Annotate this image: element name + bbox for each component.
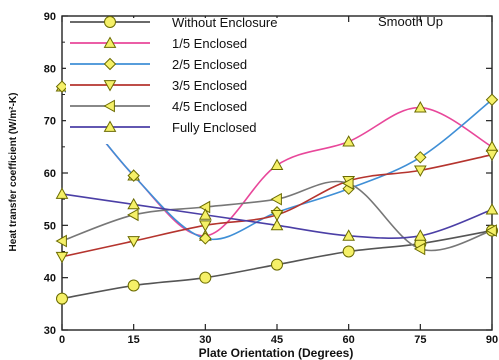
data-point <box>55 234 67 248</box>
data-point <box>198 220 212 232</box>
data-point <box>270 218 284 231</box>
x-tick-label: 60 <box>343 334 355 346</box>
y-tick-label: 40 <box>44 273 56 285</box>
legend-marker <box>104 16 116 28</box>
data-point <box>199 232 212 245</box>
data-point <box>270 209 284 222</box>
legend-label: Without Enclosure <box>172 15 278 30</box>
y-tick-label: 80 <box>44 63 56 75</box>
series-4-markers <box>55 149 499 264</box>
data-point <box>127 208 139 222</box>
legend-marker <box>103 36 117 48</box>
y-tick-label: 50 <box>44 220 56 232</box>
data-point <box>270 192 282 206</box>
legend-item: 3/5 Enclosed <box>70 78 247 93</box>
x-tick-label: 75 <box>414 334 426 346</box>
data-point <box>56 292 68 305</box>
legend-label: 2/5 Enclosed <box>172 57 247 72</box>
data-point <box>199 271 212 284</box>
x-tick-label: 90 <box>486 334 498 346</box>
x-axis-title: Plate Orientation (Degrees) <box>199 346 354 360</box>
x-tick-label: 30 <box>199 334 211 346</box>
y-tick-label: 30 <box>44 325 56 337</box>
data-point <box>127 279 140 292</box>
legend-item: 4/5 Enclosed <box>70 99 247 114</box>
data-point <box>413 101 427 113</box>
series-5-markers <box>55 177 497 256</box>
data-point <box>270 158 284 171</box>
data-point <box>414 151 427 164</box>
legend-item: 2/5 Enclosed <box>70 57 247 72</box>
legend-label: Fully Enclosed <box>172 120 257 135</box>
data-point <box>271 258 283 271</box>
legend-item: 1/5 Enclosed <box>70 36 247 51</box>
series-6-markers <box>55 187 499 241</box>
legend: Without Enclosure 1/5 Enclosed 2/5 Enclose… <box>66 15 324 144</box>
legend-marker <box>103 99 115 113</box>
data-point <box>127 169 140 182</box>
data-point <box>342 229 356 241</box>
data-point <box>342 177 354 190</box>
plot-area: 0 15 30 45 60 75 90 30 40 50 60 70 80 90 Without Enclo… <box>44 11 499 346</box>
data-point <box>485 149 499 162</box>
y-axis-title: Heat transfer coefficient (W/m²-K) <box>8 93 19 252</box>
data-point <box>485 93 499 106</box>
legend-item: Fully Enclosed <box>70 120 257 135</box>
data-point <box>342 135 356 147</box>
x-tick-label: 0 <box>59 334 65 346</box>
data-point <box>342 245 355 258</box>
data-point <box>55 187 69 199</box>
data-point <box>127 197 141 210</box>
legend-label: 4/5 Enclosed <box>172 99 247 114</box>
data-point <box>55 80 69 93</box>
legend-marker <box>103 120 117 132</box>
data-point <box>413 165 427 177</box>
y-tick-label: 70 <box>44 116 56 128</box>
data-point <box>485 203 499 215</box>
data-point <box>413 242 426 256</box>
y-tick-label: 90 <box>44 11 56 23</box>
data-point <box>413 229 427 241</box>
chart-annotation: Smooth Up <box>378 14 443 29</box>
legend-label: 3/5 Enclosed <box>172 78 247 93</box>
legend-marker <box>103 57 117 71</box>
x-tick-label: 45 <box>271 334 283 346</box>
data-point <box>485 224 497 237</box>
y-tick-label: 60 <box>44 168 56 180</box>
data-point <box>198 208 212 220</box>
data-point <box>55 251 69 264</box>
x-tick-label: 15 <box>128 334 140 346</box>
data-point <box>127 236 141 248</box>
legend-marker <box>103 80 117 92</box>
legend-item: Without Enclosure <box>70 15 278 30</box>
legend-label: 1/5 Enclosed <box>172 36 247 51</box>
